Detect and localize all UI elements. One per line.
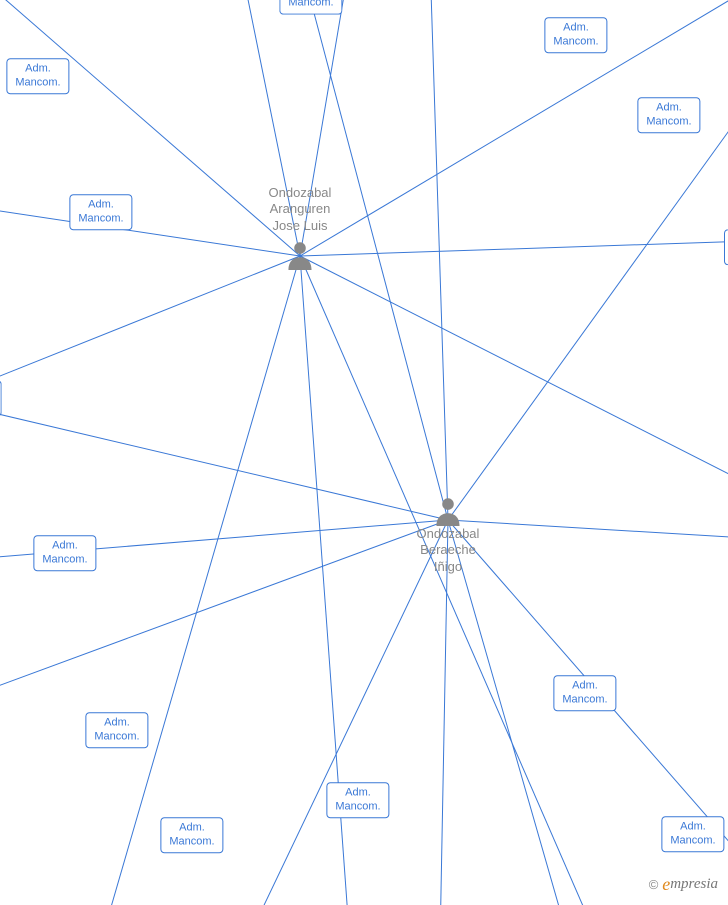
edge [300, 240, 728, 256]
person-node[interactable]: OndozabalBeraecheIñigo [388, 490, 508, 575]
edge-label-line: Mancom. [553, 35, 598, 49]
edge-label-line: Adm. [42, 539, 87, 553]
copyright-symbol: © [649, 877, 659, 892]
edge-label-line: Mancom. [646, 115, 691, 129]
edge-label-line: Adm. [670, 820, 715, 834]
person-label-line: Ondozabal [388, 526, 508, 542]
edge-label[interactable]: Adm.Mancom. [553, 675, 616, 711]
person-label-line: Ondozabal [240, 185, 360, 201]
edge-label[interactable]: Adm.Mancom. [85, 712, 148, 748]
edge-label[interactable]: Adm.Mancom. [326, 782, 389, 818]
edge-label-line: Mancom. [169, 835, 214, 849]
edge-label-line: Mancom. [15, 76, 60, 90]
edge-label-line: Adm. [562, 679, 607, 693]
edge [0, 405, 448, 520]
edge [440, 520, 448, 905]
person-label-line: Beraeche [388, 542, 508, 558]
edge-label[interactable]: Adm.Mancom. [637, 97, 700, 133]
edge [100, 256, 300, 905]
edge-label[interactable]: Adm.Mancom. [160, 817, 223, 853]
edge-label[interactable]: AdMan [724, 229, 728, 265]
edge-label[interactable]: Adm.Mancom. [69, 194, 132, 230]
person-icon [286, 240, 314, 270]
watermark: © empresia [649, 874, 718, 895]
edge [300, 256, 728, 500]
edge-label[interactable]: Mancom. [279, 0, 342, 14]
edge-label-line: Mancom. [288, 0, 333, 10]
edge-label-line: Mancom. [670, 834, 715, 848]
edge-label[interactable]: Adm.Mancom. [661, 816, 724, 852]
watermark-text: mpresia [670, 876, 718, 892]
edge-label-line: Mancom. [42, 553, 87, 567]
edge-label-line: Adm. [553, 21, 598, 35]
edge-label-line: Mancom. [562, 693, 607, 707]
edge [0, 256, 300, 400]
edge-label-line: Mancom. [78, 212, 123, 226]
person-node[interactable]: OndozabalArangurenJose Luis [240, 185, 360, 270]
edge [430, 0, 448, 520]
edge [245, 520, 448, 905]
edge-label-line: Adm. [94, 716, 139, 730]
edge-label-line: Adm. [335, 786, 380, 800]
person-label-line: Aranguren [240, 201, 360, 217]
edge-label-line: Adm. [646, 101, 691, 115]
person-label-line: Jose Luis [240, 218, 360, 234]
edge-label-line: Adm. [78, 198, 123, 212]
person-icon [434, 496, 462, 526]
person-label-line: Iñigo [388, 559, 508, 575]
edge [448, 520, 570, 905]
edge-label-line: Adm. [169, 821, 214, 835]
edge-label-line: Adm. [15, 62, 60, 76]
edge-label-line: Mancom. [94, 730, 139, 744]
edge-label[interactable]: Adm.Mancom. [33, 535, 96, 571]
edge-label-line: Mancom. [335, 800, 380, 814]
edge-layer [0, 0, 728, 905]
edge-label[interactable]: Adm.Mancom. [6, 58, 69, 94]
edge-label[interactable]: Adm.Mancom. [544, 17, 607, 53]
network-canvas[interactable]: OndozabalArangurenJose Luis OndozabalBer… [0, 0, 728, 905]
